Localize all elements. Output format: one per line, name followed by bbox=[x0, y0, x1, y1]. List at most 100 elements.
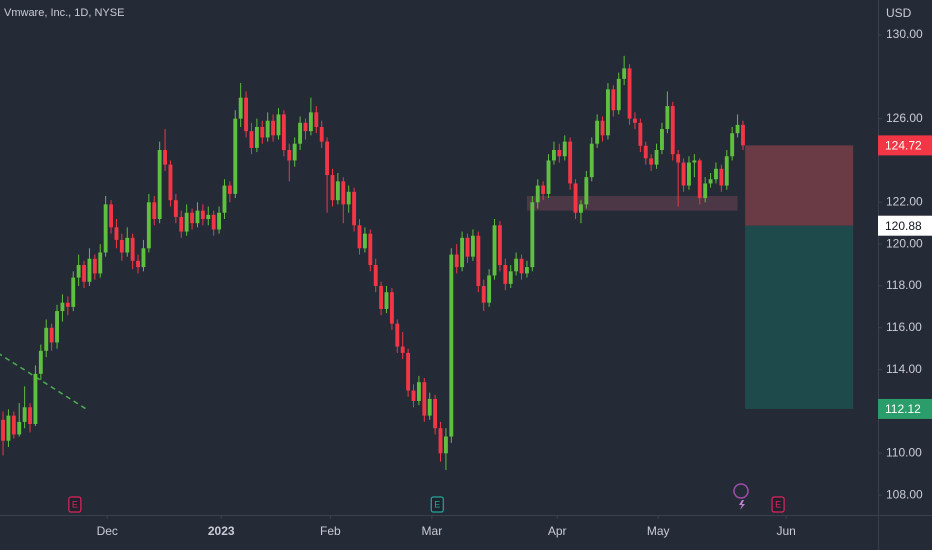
candle-body bbox=[530, 202, 535, 268]
candle-body bbox=[616, 78, 621, 111]
candle-body bbox=[195, 210, 200, 224]
candle-body bbox=[260, 126, 265, 138]
candle-body bbox=[730, 133, 735, 157]
candle-body bbox=[17, 421, 22, 435]
candle-body bbox=[492, 225, 497, 276]
x-tick-label: 2023 bbox=[208, 524, 235, 538]
price-tag-label: 120.88 bbox=[885, 219, 922, 233]
candle-body bbox=[676, 154, 681, 163]
candle-body bbox=[373, 265, 378, 286]
event-badge bbox=[430, 496, 444, 513]
candle-body bbox=[103, 204, 108, 253]
candle-body bbox=[368, 233, 373, 266]
candle-body bbox=[557, 149, 562, 157]
candle-body bbox=[400, 346, 405, 353]
candle-body bbox=[335, 181, 340, 201]
y-tick-label: 126.00 bbox=[886, 111, 923, 125]
candle-body bbox=[276, 114, 281, 136]
candle-body bbox=[433, 398, 438, 429]
candle-body bbox=[449, 254, 454, 437]
candle-body bbox=[379, 285, 384, 309]
candle-body bbox=[87, 258, 92, 282]
candle-body bbox=[508, 271, 513, 284]
candle-body bbox=[287, 149, 292, 161]
candle-body bbox=[233, 118, 238, 194]
dividend-bolt bbox=[739, 500, 745, 510]
x-tick-label: Dec bbox=[97, 524, 118, 538]
event-label: E bbox=[72, 499, 78, 509]
x-tick-label: Apr bbox=[548, 524, 567, 538]
candle-body bbox=[249, 131, 254, 148]
price-tag bbox=[878, 135, 932, 156]
candle-body bbox=[514, 258, 519, 272]
candle-body bbox=[465, 237, 470, 257]
candle-body bbox=[649, 158, 654, 165]
candle-body bbox=[319, 126, 324, 142]
x-tick-label: Feb bbox=[320, 524, 341, 538]
candle-body bbox=[535, 185, 540, 203]
candle-body bbox=[487, 275, 492, 303]
candle-body bbox=[546, 160, 551, 194]
candle-body bbox=[422, 382, 427, 416]
candle-body bbox=[49, 327, 54, 343]
candle-body bbox=[190, 212, 195, 224]
candle-body bbox=[308, 112, 313, 132]
y-tick-label: 120.00 bbox=[886, 236, 923, 250]
candle-body bbox=[146, 202, 151, 249]
candle-body bbox=[638, 122, 643, 146]
candle-body bbox=[6, 415, 11, 441]
candle-body bbox=[184, 212, 189, 232]
currency-label: USD bbox=[886, 6, 912, 20]
candle-body bbox=[330, 175, 335, 201]
candle-body bbox=[708, 179, 713, 184]
candle-body bbox=[389, 292, 394, 324]
candle-body bbox=[33, 373, 38, 425]
event-label: E bbox=[434, 499, 440, 509]
event-badge bbox=[68, 496, 82, 513]
y-tick-label: 110.00 bbox=[886, 445, 922, 459]
candle-body bbox=[38, 350, 43, 374]
candle-body bbox=[665, 106, 670, 130]
candle-body bbox=[92, 258, 97, 274]
candle-body bbox=[352, 191, 357, 226]
candle-body bbox=[281, 114, 286, 150]
candle-body bbox=[222, 185, 227, 213]
candle-body bbox=[98, 252, 103, 274]
candle-body bbox=[11, 415, 16, 435]
candle-body bbox=[741, 124, 745, 146]
candle-body bbox=[254, 126, 259, 148]
chart-title: Vmware, Inc., 1D, NYSE bbox=[4, 7, 124, 19]
candle-body bbox=[22, 407, 27, 422]
candle-body bbox=[76, 265, 81, 278]
candle-body bbox=[65, 302, 70, 307]
candle-body bbox=[562, 141, 567, 157]
candle-body bbox=[60, 302, 65, 312]
candle-body bbox=[714, 168, 718, 180]
candle-body bbox=[206, 214, 211, 220]
candle-body bbox=[654, 149, 659, 165]
candle-body bbox=[157, 149, 162, 220]
candle-body bbox=[643, 145, 648, 159]
candle-body bbox=[141, 248, 146, 268]
candle-body bbox=[438, 428, 443, 454]
candle-body bbox=[211, 214, 216, 230]
price-tag-label: 112.12 bbox=[885, 402, 921, 416]
candle-body bbox=[411, 390, 416, 401]
candle-body bbox=[173, 200, 178, 217]
candle-body bbox=[589, 143, 594, 178]
candle-body bbox=[600, 120, 605, 136]
candle-body bbox=[163, 149, 168, 165]
candle-body bbox=[681, 162, 686, 186]
candle-body bbox=[71, 277, 76, 307]
candle-body bbox=[503, 265, 508, 284]
y-tick-label: 130.00 bbox=[886, 27, 923, 41]
candle-body bbox=[595, 120, 600, 144]
candle-body bbox=[660, 129, 664, 150]
candle-body bbox=[292, 143, 297, 161]
candle-body bbox=[109, 204, 113, 228]
candle-body bbox=[427, 398, 432, 416]
event-badge bbox=[771, 496, 785, 513]
candle-body bbox=[724, 156, 729, 186]
price-tag bbox=[878, 398, 932, 419]
